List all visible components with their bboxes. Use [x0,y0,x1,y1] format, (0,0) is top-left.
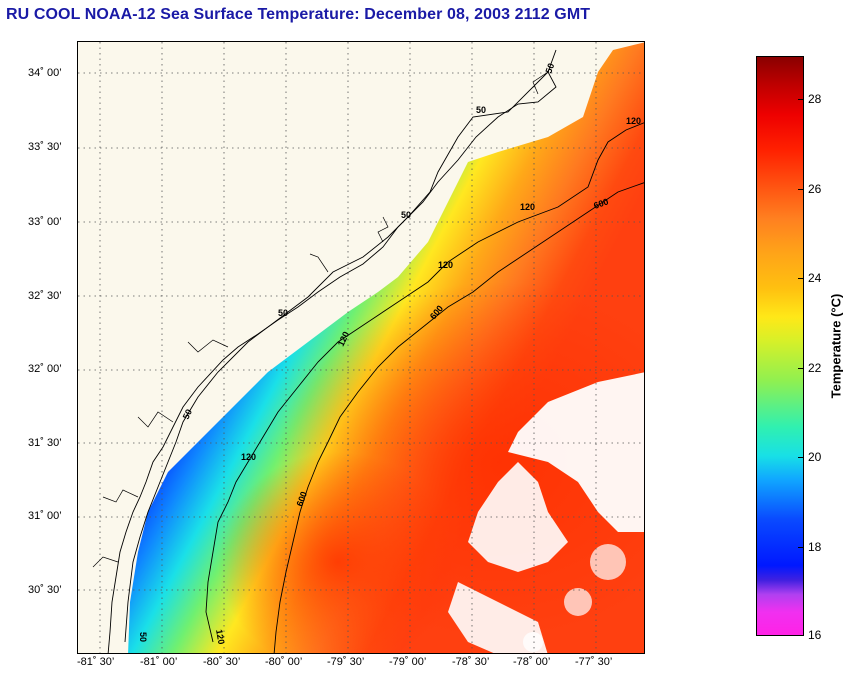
inlets [92,71,549,568]
contour-label-50-a: 50 [543,62,556,75]
lon-tick-81-30: -81˚ 30’ [77,656,115,668]
colorbar-tick-22: 22 [808,361,822,375]
contour-label-50-d: 50 [278,308,288,318]
lat-tick-31-30: 31˚ 30’ [28,437,62,449]
contour-label-120-a: 120 [626,116,641,126]
lon-tick-79-30: -79˚ 30’ [327,656,365,668]
contour-label-120-b: 120 [520,202,535,212]
contour-label-50-f: 50 [138,632,148,642]
map-title: RU COOL NOAA-12 Sea Surface Temperature:… [6,6,591,23]
lon-tick-81-00: -81˚ 00’ [140,656,178,668]
lat-tick-33-00: 33˚ 00’ [28,216,62,228]
colorbar-tick-26: 26 [808,182,822,196]
lat-tick-30-30: 30˚ 30’ [28,584,62,596]
lon-tick-79-00: -79˚ 00’ [389,656,427,668]
contour-label-120-f: 120 [214,629,226,646]
lon-tick-80-00: -80˚ 00’ [265,656,303,668]
contour-label-50-b: 50 [476,105,486,115]
isobath-50 [124,71,549,643]
lat-tick-33-30: 33˚ 30’ [28,141,62,153]
warm-core-south [218,452,458,653]
colorbar-tick-20: 20 [808,450,822,464]
lat-tick-31-00: 31˚ 00’ [28,510,62,522]
lon-tick-78-00: -78˚ 00’ [513,656,551,668]
lat-tick-32-30: 32˚ 30’ [28,290,62,302]
sst-map: 50 50 50 50 50 50 120 120 120 120 120 12… [77,41,645,654]
sst-map-canvas: 50 50 50 50 50 50 120 120 120 120 120 12… [78,42,644,653]
colorbar-tick-16: 16 [808,628,822,642]
contour-label-120-e: 120 [241,452,256,462]
isobath-120 [205,122,644,643]
colorbar-tick-28: 28 [808,92,822,106]
contour-label-120-c: 120 [438,260,453,270]
contour-label-600-c: 600 [294,490,309,508]
contour-label-600-a: 600 [592,196,610,211]
lat-tick-34-00: 34˚ 00’ [28,67,62,79]
colorbar-label: Temperature (°C) [828,293,844,399]
temperature-colorbar [756,56,804,636]
isobath-600 [273,182,644,653]
graticule [78,42,644,653]
lon-tick-80-30: -80˚ 30’ [203,656,241,668]
contour-label-50-e: 50 [181,408,194,421]
colorbar-tick-18: 18 [808,540,822,554]
lon-tick-77-30: -77˚ 30’ [575,656,613,668]
lon-tick-78-30: -78˚ 30’ [452,656,490,668]
lat-tick-32-00: 32˚ 00’ [28,363,62,375]
contour-label-50-c: 50 [401,210,411,220]
colorbar-tick-24: 24 [808,271,822,285]
